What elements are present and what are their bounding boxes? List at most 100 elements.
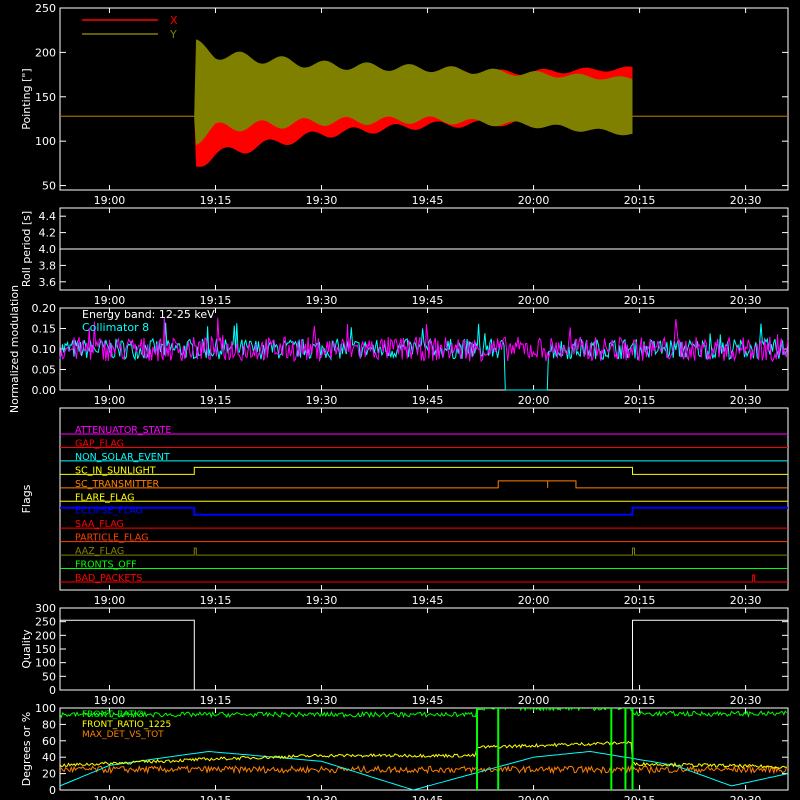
quality-ytick-label: 250: [35, 616, 56, 629]
quality-xtick-label: 19:45: [412, 694, 444, 707]
quality-panel: 19:00 19:15 19:30 19:45 20:00 20:15 20:30 05010…: [20, 602, 789, 707]
quality-ytick-label: 200: [35, 629, 56, 642]
roll-xtick-label: 19:15: [200, 294, 232, 307]
pointing-axes-frame: [59, 7, 789, 191]
modulation-panel: 19:00 19:15 19:30 19:45 20:00 20:15 20:30 0.00 0…: [8, 285, 789, 413]
roll-xtick-label: 19:30: [306, 294, 338, 307]
legend-max-det-vs-tot: MAX_DET_VS_TOT: [82, 730, 164, 740]
ratios-panel: 19:00 19:15 19:30 19:45 20:00 20:15 20:30 0 20 40…: [20, 702, 789, 800]
ratios-ytick-label: 80: [42, 718, 56, 731]
flags-xtick-label: 20:30: [730, 594, 762, 607]
pointing-xtick-label: 19:00: [94, 194, 126, 207]
quality-xtick-label: 20:15: [624, 694, 656, 707]
flags-xtick-label: 19:45: [412, 594, 444, 607]
ratios-xtick-label: 19:00: [94, 794, 126, 800]
ratios-xtick-label: 19:15: [200, 794, 232, 800]
quality-xtick-label: 19:15: [200, 694, 232, 707]
flag-label-saa-flag: SAA_FLAG: [75, 519, 124, 530]
roll-xtick-label: 20:00: [518, 294, 550, 307]
pointing-ytick-label: 50: [42, 180, 56, 193]
pointing-xtick-label: 19:45: [412, 194, 444, 207]
flag-line-bad-packets: [60, 574, 788, 583]
legend-x-label: X: [170, 14, 178, 27]
roll-ytick-label: 4.2: [39, 227, 57, 240]
flag-label-flare-flag: FLARE_FLAG: [75, 492, 135, 503]
roll-xtick-label: 20:15: [624, 294, 656, 307]
flag-line-sc-transmitter: [60, 480, 788, 489]
legend-y-label: Y: [169, 28, 177, 41]
flag-label-non-solar-event: NON_SOLAR_EVENT: [75, 452, 170, 463]
flag-label-fronts-off: FRONTS_OFF: [75, 560, 137, 571]
pointing-ytick-label: 250: [35, 2, 56, 15]
pointing-ytick-label: 150: [35, 91, 56, 104]
energy-band-label: Energy band: 12-25 keV: [82, 308, 215, 321]
quality-ytick-label: 150: [35, 643, 56, 656]
quality-xtick-label: 20:30: [730, 694, 762, 707]
quality-xtick-label: 19:00: [94, 694, 126, 707]
pointing-xtick-label: 19:15: [200, 194, 232, 207]
quality-ylabel: Quality: [20, 629, 33, 669]
ratios-xtick-label: 20:15: [624, 794, 656, 800]
modulation-ytick-label: 0.00: [32, 384, 57, 397]
ratios-ytick-label: 40: [42, 751, 56, 764]
pointing-panel: 19:00 19:15 19:30 19:45 20:00 20:15 20:30 50 100…: [20, 2, 789, 207]
flags-xtick-label: 19:00: [94, 594, 126, 607]
roll-ytick-label: 3.6: [39, 276, 57, 289]
ratios-xtick-label: 19:30: [306, 794, 338, 800]
modulation-ytick-label: 0.05: [32, 364, 57, 377]
ratios-ylabel: Degrees or %: [20, 712, 33, 786]
pointing-ylabel: Pointing ["]: [20, 68, 33, 129]
flag-label-sc-in-sunlight: SC_IN_SUNLIGHT: [75, 465, 156, 476]
flag-label-gap-flag: GAP_FLAG: [75, 438, 124, 449]
modulation-ylabel: Normalized modulation: [8, 285, 21, 413]
flags-xtick-label: 20:00: [518, 594, 550, 607]
modulation-xtick-label: 19:15: [200, 394, 232, 407]
quality-ytick-label: 50: [42, 670, 56, 683]
flag-line-sc-in-sunlight: [60, 466, 788, 475]
ratios-ytick-label: 100: [35, 702, 56, 715]
flags-axes-frame: [59, 407, 789, 591]
flag-line-aaz-flag: [60, 547, 788, 556]
roll-xtick-label: 19:00: [94, 294, 126, 307]
flags-xtick-label: 19:15: [200, 594, 232, 607]
series-y-band: [194, 39, 633, 146]
roll-panel: 19:00 19:15 19:30 19:45 20:00 20:15 20:30 3.6 3.…: [20, 207, 789, 307]
pointing-ytick-label: 200: [35, 46, 56, 59]
modulation-xtick-label: 19:00: [94, 394, 126, 407]
pointing-xtick-label: 20:15: [624, 194, 656, 207]
ratios-ytick-label: 0: [49, 784, 56, 797]
modulation-ytick-label: 0.10: [32, 343, 57, 356]
flags-xtick-label: 20:15: [624, 594, 656, 607]
flag-label-bad-packets: BAD_PACKETS: [75, 573, 142, 584]
pointing-xtick-label: 20:00: [518, 194, 550, 207]
flag-line-eclipse-flag: [60, 506, 788, 516]
quality-ytick-label: 100: [35, 657, 56, 670]
modulation-ytick-label: 0.15: [32, 323, 57, 336]
roll-ytick-label: 4.4: [39, 210, 57, 223]
series-max-det-vs-tot: [60, 764, 788, 775]
series-front-ratio: [60, 708, 787, 719]
modulation-xtick-label: 20:15: [624, 394, 656, 407]
quality-ytick-label: 0: [49, 684, 56, 697]
modulation-xtick-label: 20:30: [730, 394, 762, 407]
flag-label-attenuator-state: ATTENUATOR_STATE: [75, 425, 171, 436]
flag-label-eclipse-flag: ECLIPSE_FLAG: [75, 506, 143, 517]
roll-xtick-label: 20:30: [730, 294, 762, 307]
ratios-xtick-label: 20:00: [518, 794, 550, 800]
modulation-xtick-label: 19:45: [412, 394, 444, 407]
flag-label-sc-transmitter: SC_TRANSMITTER: [75, 479, 160, 490]
roll-ytick-label: 3.8: [39, 259, 57, 272]
legend-front-ratio-1225: FRONT_RATIO_1225: [82, 720, 171, 730]
quality-xtick-label: 20:00: [518, 694, 550, 707]
roll-xtick-label: 19:45: [412, 294, 444, 307]
collimator-label: Collimator 8: [82, 321, 149, 334]
series-cyan-angle: [60, 750, 788, 790]
legend-front-ratio: FRONT_RATIO: [82, 710, 144, 720]
ratios-plot-area: [60, 708, 788, 790]
ratios-xtick-label: 20:30: [730, 794, 762, 800]
flag-label-particle-flag: PARTICLE_FLAG: [75, 533, 148, 544]
roll-ylabel: Roll period [s]: [20, 211, 33, 287]
series-front-ratio-1225: [60, 740, 787, 769]
ratios-axes-frame: [59, 707, 789, 791]
modulation-series-magenta: [59, 316, 789, 363]
